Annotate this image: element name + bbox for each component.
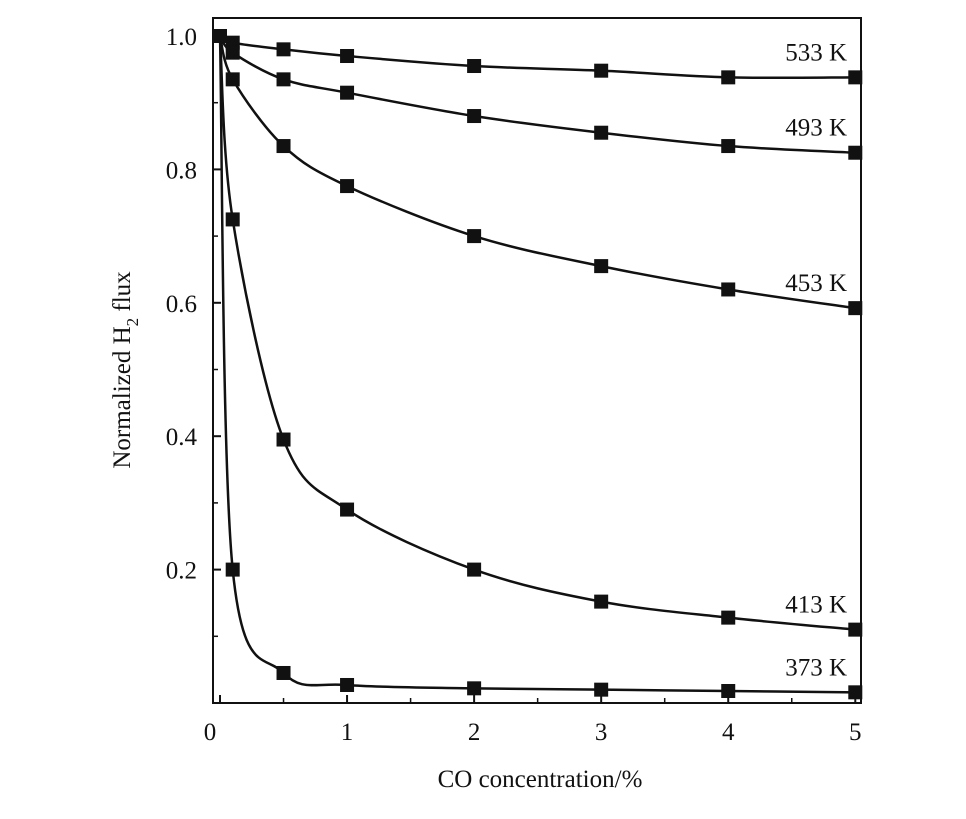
data-point (276, 72, 291, 87)
series-label: 373 K (785, 654, 847, 681)
series-markers (213, 29, 863, 700)
series-line-0 (219, 34, 856, 80)
data-point (594, 125, 609, 140)
y-axis-label-main: Normalized H (109, 326, 136, 468)
y-tick-label: 0.4 (166, 424, 198, 451)
x-tick-label: 3 (595, 719, 608, 746)
data-point (225, 72, 240, 87)
x-axis-label: CO concentration/% (438, 766, 643, 793)
x-tick-label: 2 (468, 719, 481, 746)
data-point (848, 145, 863, 160)
data-point (225, 562, 240, 577)
y-tick-label: 0.2 (166, 558, 197, 585)
series-label: 453 K (785, 270, 847, 297)
x-tick-label: 4 (722, 719, 735, 746)
y-tick-label: 1.0 (166, 24, 197, 51)
data-point (276, 139, 291, 154)
series-label: 493 K (785, 115, 847, 142)
y-tick-label: 0.6 (166, 291, 197, 318)
data-point (340, 85, 355, 100)
y-axis-label-subscript: 2 (123, 318, 142, 327)
data-point (467, 562, 482, 577)
plot-frame (212, 17, 862, 704)
x-tick-label: 0 (204, 719, 217, 746)
series-label: 533 K (785, 39, 847, 66)
series-line-4 (218, 35, 856, 694)
data-point (340, 502, 355, 517)
data-point (276, 665, 291, 680)
data-point (848, 685, 863, 700)
series-label: 413 K (785, 592, 847, 619)
data-point (721, 70, 736, 85)
data-point (340, 49, 355, 64)
data-point (594, 259, 609, 274)
y-axis-label: Normalized H2 flux (109, 271, 142, 469)
data-point (848, 70, 863, 85)
data-point (721, 282, 736, 297)
data-point (594, 682, 609, 697)
data-point (340, 677, 355, 692)
data-point (594, 63, 609, 78)
data-point (225, 212, 240, 227)
series-labels: 533 K 493 K 453 K 413 K 373 K (785, 39, 847, 681)
data-point (721, 610, 736, 625)
axes: 0 1 2 3 4 5 0.2 0.4 0.6 0.8 1.0 (166, 17, 862, 746)
data-point (467, 229, 482, 244)
data-point (848, 622, 863, 637)
data-point (467, 109, 482, 124)
data-point (276, 42, 291, 57)
data-point (225, 45, 240, 60)
x-tick-label: 5 (849, 719, 862, 746)
data-point (467, 59, 482, 74)
data-point (340, 179, 355, 194)
data-point (721, 683, 736, 698)
series-curves (218, 34, 856, 694)
x-tick-label: 1 (341, 719, 354, 746)
data-point (594, 594, 609, 609)
data-point (848, 301, 863, 316)
y-tick-label: 0.8 (166, 157, 197, 184)
data-point (276, 432, 291, 447)
data-point (213, 29, 227, 43)
data-point (467, 681, 482, 696)
y-axis-label-tail: flux (109, 271, 136, 318)
data-point (721, 139, 736, 154)
